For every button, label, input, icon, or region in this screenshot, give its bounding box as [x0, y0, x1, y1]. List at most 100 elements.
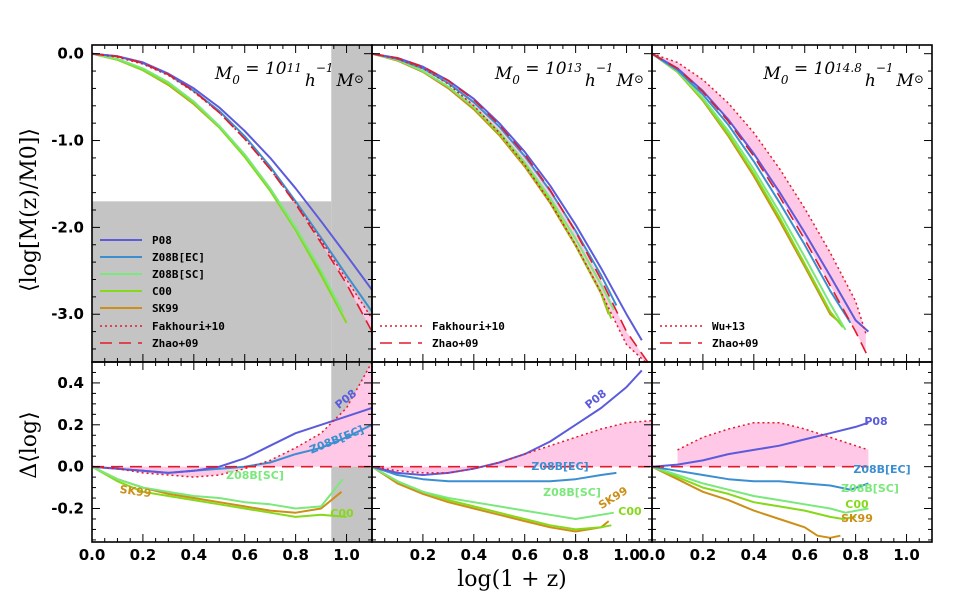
- annotation-part: M: [336, 71, 355, 91]
- y-tick-label-bottom: 0.2: [57, 416, 84, 434]
- y-tick-label-bottom: -0.2: [51, 500, 84, 518]
- difference-fill-fakhouri-10: [92, 362, 372, 478]
- panel-bottom-2: [371, 361, 653, 543]
- legend-label-fakhouri-10: Fakhouri+10: [152, 320, 225, 333]
- series-p08-line: [372, 52, 643, 341]
- series-wu-13-line: [652, 52, 867, 334]
- panel-top-2: [371, 44, 653, 363]
- annotation-part: = 10: [788, 59, 835, 79]
- annotation-part: 0: [512, 73, 520, 87]
- difference-fill-fakhouri-10: [372, 53, 648, 362]
- annotation-part: M: [762, 64, 781, 84]
- annotation-part: h: [865, 71, 876, 91]
- difference-fill-fakhouri-10: [372, 420, 652, 473]
- legend-label-sk99: SK99: [152, 302, 179, 315]
- series-zhao-09-line: [652, 53, 870, 359]
- annotation-part: −1: [316, 61, 334, 75]
- series-label-z08b-sc: Z08B[SC]: [543, 486, 601, 499]
- annotation-part: = 10: [520, 59, 567, 79]
- panel-plot-area: [372, 369, 652, 533]
- panel-plot-area: [92, 45, 372, 362]
- annotation-part: h: [585, 71, 596, 91]
- series-label-c00: C00: [330, 507, 354, 520]
- x-tick-label: 0.8: [282, 546, 309, 564]
- series-sk99-line: [372, 465, 610, 533]
- series-c00-line: [652, 465, 856, 520]
- panel-top-3: [651, 44, 933, 363]
- mass-annotation: M0 = 1013h−1M⊙: [494, 59, 644, 91]
- x-tick-label: 0.4: [461, 546, 488, 564]
- mass-annotation: M0 = 1014.8h−1M⊙: [762, 59, 924, 91]
- series-c00-line: [92, 465, 347, 518]
- difference-fill-wu-13: [652, 53, 866, 353]
- panel-plot-area: [652, 52, 870, 359]
- annotation-part: = 10: [240, 59, 287, 79]
- legend-label-zhao-09: Zhao+09: [432, 337, 478, 350]
- series-p08-line: [92, 407, 372, 474]
- series-fakhouri-10-line: [372, 419, 652, 474]
- series-fakhouri-10-line: [372, 52, 647, 362]
- annotation-part: −1: [596, 61, 614, 75]
- series-z08b-ec-line: [652, 465, 869, 491]
- y-tick-label-top: -1.0: [51, 132, 84, 150]
- x-tick-label: 0.8: [562, 546, 589, 564]
- annotation-part: ⊙: [914, 72, 924, 86]
- annotation-part: −1: [876, 61, 894, 75]
- series-z08b-sc-line: [652, 465, 869, 514]
- legend-label-zhao-09: Zhao+09: [712, 337, 758, 350]
- annotation-part: ⊙: [354, 72, 364, 86]
- x-tick-label: 0.2: [130, 546, 157, 564]
- series-p08-line: [652, 421, 869, 468]
- series-sk99-line: [652, 465, 841, 539]
- series-c00-line: [92, 52, 348, 324]
- annotation-part: 11: [287, 61, 302, 75]
- y-tick-label-top: -3.0: [51, 305, 84, 323]
- x-tick-label: 0.6: [511, 546, 538, 564]
- y-axis-label-top: ⟨log[M(z)/M0]⟩: [17, 128, 42, 292]
- legend-label-c00: C00: [152, 285, 172, 298]
- y-axis-label-bottom: Δ⟨log⟩: [17, 411, 42, 478]
- x-tick-label: 0.6: [231, 546, 258, 564]
- legend-label-fakhouri-10: Fakhouri+10: [432, 320, 505, 333]
- series-label-z08b-ec: Z08B[EC]: [531, 460, 588, 473]
- series-z08b-ec-line: [372, 465, 617, 483]
- x-tick-label: 1.0: [333, 546, 360, 564]
- series-label-p08: P08: [864, 415, 887, 428]
- annotation-part: M: [896, 71, 915, 91]
- panel-top-1: [91, 44, 373, 363]
- x-tick-label: 0.4: [741, 546, 768, 564]
- legend-label-p08: P08: [152, 234, 172, 247]
- series-label-z08b-sc: Z08B[SC]: [841, 482, 899, 495]
- y-tick-label-top: 0.0: [57, 45, 84, 63]
- panel-plot-area: [652, 421, 869, 539]
- series-c00-line: [372, 52, 613, 319]
- series-label-sk99: SK99: [841, 512, 873, 525]
- annotation-part: M: [214, 64, 233, 84]
- x-tick-label: 0.0: [639, 546, 666, 564]
- x-tick-label: 0.4: [181, 546, 208, 564]
- x-axis-label: log(1 + z): [457, 567, 567, 592]
- series-p08-line: [372, 369, 643, 476]
- annotation-part: ⊙: [634, 72, 644, 86]
- annotation-part: 13: [567, 61, 583, 75]
- x-tick-label: 0.6: [791, 546, 818, 564]
- series-zhao-09-line: [92, 52, 372, 332]
- panel-plot-area: [92, 362, 372, 542]
- series-z08b-sc-line: [372, 52, 615, 311]
- series-sk99-line: [652, 52, 842, 324]
- series-label-z08b-ec: Z08B[EC]: [853, 463, 910, 476]
- y-tick-label-bottom: 0.4: [57, 374, 84, 392]
- annotation-part: M: [616, 71, 635, 91]
- annotation-part: h: [305, 71, 316, 91]
- x-tick-label: 0.0: [79, 546, 106, 564]
- series-z08b-sc-line: [92, 465, 344, 510]
- y-tick-label-bottom: 0.0: [57, 458, 84, 476]
- annotation-part: M: [494, 64, 513, 84]
- panel-bottom-1: [91, 361, 373, 543]
- mass-annotation: M0 = 1011h−1M⊙: [214, 59, 364, 91]
- series-z08b-sc-line: [372, 465, 614, 520]
- series-z08b-sc-line: [92, 52, 344, 313]
- x-tick-label: 1.0: [893, 546, 920, 564]
- legend-label-z08b-sc: Z08B[SC]: [152, 268, 205, 281]
